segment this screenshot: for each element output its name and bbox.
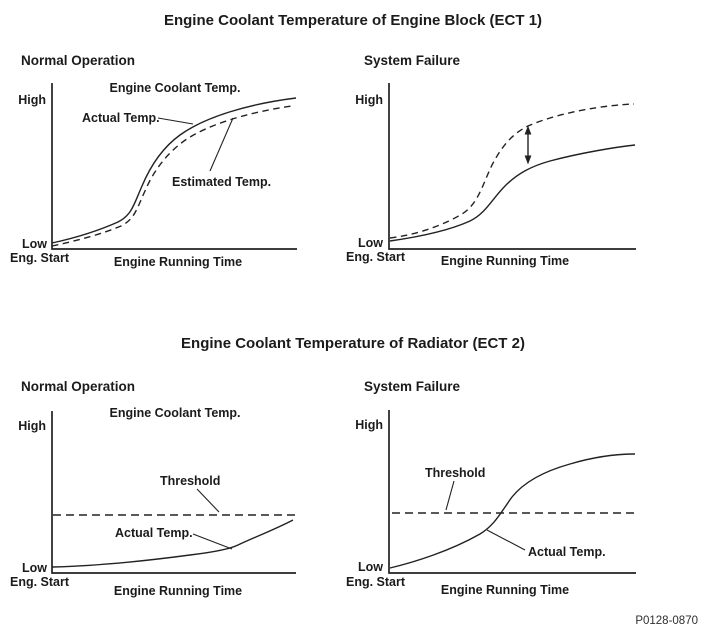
panel-ect1-failure: System Failure High Low Eng. Start Engin… xyxy=(346,53,636,268)
y-tick-low: Low xyxy=(358,236,383,250)
label-threshold: Threshold xyxy=(425,466,485,480)
axes xyxy=(388,410,636,574)
curve-actual-temp xyxy=(389,453,636,569)
leader-actual-temp xyxy=(486,529,526,551)
plot-title-engine-coolant-temp: Engine Coolant Temp. xyxy=(109,81,240,95)
x-axis-label: Engine Running Time xyxy=(114,584,242,598)
label-actual-temp: Actual Temp. xyxy=(82,111,160,125)
figure-code: P0128-0870 xyxy=(635,615,698,627)
leader-actual-temp xyxy=(192,533,233,550)
plot-title-engine-coolant-temp: Engine Coolant Temp. xyxy=(109,406,240,420)
label-threshold: Threshold xyxy=(160,474,220,488)
panel-ect2-failure: System Failure High Low Eng. Start Engin… xyxy=(346,379,637,597)
panel-ect2-normal: Normal Operation Engine Coolant Temp. Hi… xyxy=(10,379,296,598)
curve-actual-temp xyxy=(51,97,297,244)
label-estimated-temp: Estimated Temp. xyxy=(172,175,271,189)
y-tick-high: High xyxy=(355,418,383,432)
x-origin-label: Eng. Start xyxy=(346,575,406,589)
gap-arrow-head-down xyxy=(524,155,532,165)
leader-threshold xyxy=(196,488,220,513)
y-tick-low: Low xyxy=(22,237,47,251)
curve-actual-temp xyxy=(389,144,636,242)
y-tick-low: Low xyxy=(358,560,383,574)
section-title-ect1: Engine Coolant Temperature of Engine Blo… xyxy=(164,12,542,29)
section-title-ect2: Engine Coolant Temperature of Radiator (… xyxy=(181,335,525,352)
axes xyxy=(51,83,297,250)
leader-estimated-temp xyxy=(209,117,234,172)
panel-header-normal-operation: Normal Operation xyxy=(21,379,135,394)
label-actual-temp: Actual Temp. xyxy=(115,526,193,540)
curve-estimated-temp xyxy=(389,103,635,239)
y-tick-high: High xyxy=(355,93,383,107)
gap-double-arrow xyxy=(524,125,532,165)
axes xyxy=(51,411,296,574)
y-tick-low: Low xyxy=(22,561,47,575)
x-origin-label: Eng. Start xyxy=(10,575,70,589)
x-origin-label: Eng. Start xyxy=(346,250,406,264)
curve-actual-temp xyxy=(51,519,294,568)
axes xyxy=(388,83,636,250)
gap-arrow-head-up xyxy=(524,125,532,135)
curve-estimated-temp xyxy=(51,105,293,247)
panel-header-system-failure: System Failure xyxy=(364,379,461,394)
leader-actual-temp xyxy=(157,117,194,125)
y-tick-high: High xyxy=(18,93,46,107)
x-axis-label: Engine Running Time xyxy=(441,583,569,597)
x-origin-label: Eng. Start xyxy=(10,251,70,265)
panel-header-normal-operation: Normal Operation xyxy=(21,53,135,68)
x-axis-label: Engine Running Time xyxy=(114,255,242,269)
panel-ect1-normal: Normal Operation Engine Coolant Temp. Hi… xyxy=(10,53,297,269)
label-actual-temp: Actual Temp. xyxy=(528,545,606,559)
x-axis-label: Engine Running Time xyxy=(441,254,569,268)
panel-header-system-failure: System Failure xyxy=(364,53,461,68)
y-tick-high: High xyxy=(18,419,46,433)
leader-threshold xyxy=(445,480,455,511)
